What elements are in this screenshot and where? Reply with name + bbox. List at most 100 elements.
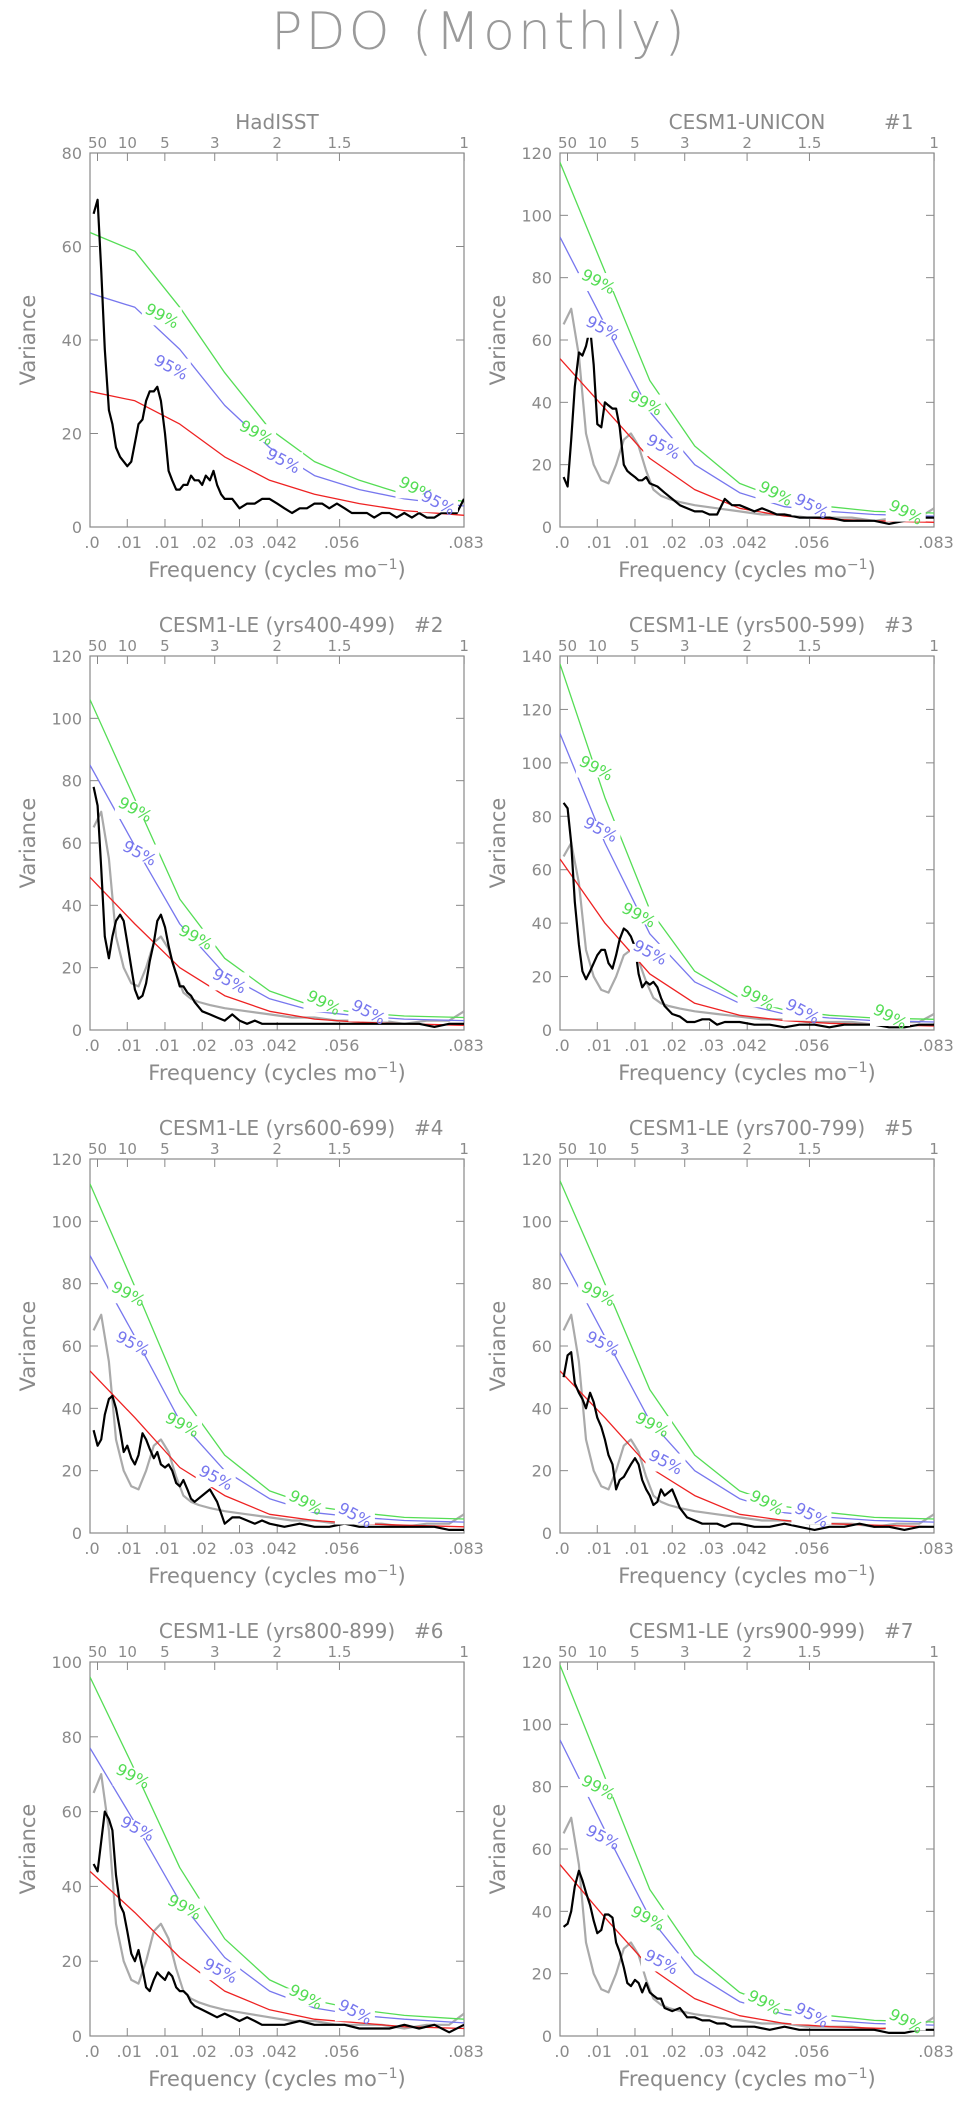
curve-label-bg (263, 452, 304, 471)
curve-label-c99: 99% (756, 477, 796, 510)
page-title: PDO (Monthly) (271, 2, 688, 62)
x-tick-label: .056 (324, 1539, 360, 1558)
curve-label-bg (209, 972, 250, 991)
y-tick-label: 0 (72, 2027, 82, 2046)
x-axis-label-close: ) (398, 2067, 406, 2091)
period-tick-label: 5 (160, 1140, 170, 1158)
curve-label-bg (578, 1778, 619, 1797)
period-tick-label: 2 (742, 637, 752, 655)
curve-label-c95: 95% (583, 312, 623, 345)
x-tick-label: .01 (117, 2042, 142, 2061)
y-tick-label: 40 (62, 896, 82, 915)
plot-frame (89, 152, 465, 528)
series-group (90, 1183, 464, 1532)
x-axis-label-close: ) (868, 1564, 876, 1588)
y-tick-label: 40 (532, 393, 552, 412)
curve-label-bg (885, 2012, 926, 2031)
curve-label-bg (782, 1002, 823, 1021)
x-tick-label: .01 (117, 533, 142, 552)
period-tick-label: 5 (630, 637, 640, 655)
period-tick-label: 3 (210, 134, 220, 152)
x-tick-label: .02 (662, 2042, 687, 2061)
panel-number: #6 (414, 1619, 443, 1643)
x-axis-label-close: ) (398, 1061, 406, 1085)
curve-label-bg (119, 844, 160, 863)
curve-label-bg (348, 1003, 389, 1022)
x-tick-label: .056 (794, 1036, 830, 1055)
x-axis-label-superscript: −1 (377, 2066, 398, 2082)
y-tick-label: 40 (532, 1902, 552, 1921)
series-line-c95 (560, 236, 934, 517)
curve-label-bg (578, 1285, 619, 1304)
curve-label-c99: 99% (162, 1408, 202, 1441)
x-tick-label: .042 (731, 1036, 767, 1055)
y-tick-label: 80 (532, 1778, 552, 1797)
panel-title: CESM1-UNICON (669, 110, 826, 134)
period-tick-label: 50 (88, 1140, 107, 1158)
period-tick-label: 10 (118, 1140, 137, 1158)
y-tick-label: 0 (542, 1524, 552, 1543)
period-tick-label: 1.5 (328, 1643, 352, 1661)
period-tick-label: 1.5 (328, 134, 352, 152)
x-tick-label: .042 (731, 533, 767, 552)
y-tick-label: 0 (542, 518, 552, 537)
curve-label-bg (643, 438, 684, 457)
curve-label-bg (578, 273, 619, 292)
y-tick-label: 60 (532, 861, 552, 880)
series-line-c99 (560, 1180, 934, 1520)
period-tick-label: 5 (160, 1643, 170, 1661)
curve-label-bg (150, 358, 191, 377)
curve-label-bg (582, 1335, 623, 1354)
curve-label-c99: 99% (304, 986, 344, 1019)
period-tick-label: 50 (88, 134, 107, 152)
x-tick-label: .01 (587, 533, 612, 552)
period-tick-label: 2 (272, 1140, 282, 1158)
x-axis-label-close: ) (398, 558, 406, 582)
chart-panel-8: CESM1-LE (yrs900-999) #7 0 20 40 60 80 100 120 .0… (486, 1619, 954, 2091)
series-line-c95 (560, 1739, 934, 2026)
plot-frame (89, 655, 465, 1031)
period-tick-label: 1 (459, 637, 469, 655)
curve-label-c99: 99% (236, 416, 276, 449)
y-axis-label: Variance (16, 798, 40, 889)
period-tick-label: 2 (742, 1643, 752, 1661)
curve-label-c99: 99% (578, 1277, 618, 1310)
series-line-obs (92, 786, 464, 1029)
period-tick-label: 1.5 (798, 1643, 822, 1661)
x-tick-label: .0 (554, 2042, 569, 2061)
chart-panel-6: CESM1-LE (yrs700-799) #5 0 20 40 60 80 100 120 .0… (486, 1116, 954, 1588)
curve-label-bg (334, 2003, 375, 2022)
panel-title: CESM1-LE (yrs500-599) (629, 613, 865, 637)
curve-label-bg (870, 1007, 910, 1026)
x-tick-label: .02 (192, 1539, 217, 1558)
x-tick-label: .056 (794, 2042, 830, 2061)
x-tick-label: .01 (587, 1539, 612, 1558)
series-line-red (90, 876, 464, 1026)
curve-label-bg (195, 1469, 236, 1488)
curve-label-bg (582, 1828, 623, 1847)
series-line-obs (562, 1869, 934, 2035)
series-line-red (90, 1870, 464, 2030)
panel-title: CESM1-LE (yrs600-699) (159, 1116, 395, 1140)
period-tick-label: 3 (680, 134, 690, 152)
curve-label-bg (162, 1416, 203, 1435)
y-tick-label: 100 (51, 1212, 82, 1231)
series-line-c95 (560, 1252, 934, 1523)
y-tick-label: 100 (521, 1715, 552, 1734)
curve-label-bg (285, 1494, 326, 1513)
panel-title: CESM1-LE (yrs700-799) (629, 1116, 865, 1140)
x-tick-label: .042 (261, 2042, 297, 2061)
panel-title: HadISST (235, 110, 319, 134)
x-tick-label: .083 (448, 2042, 484, 2061)
x-tick-label: .056 (324, 533, 360, 552)
period-tick-label: 3 (680, 1643, 690, 1661)
y-tick-label: 0 (542, 1021, 552, 1040)
series-line-red (560, 358, 934, 523)
x-axis-label-close: ) (868, 2067, 876, 2091)
curve-label-bg (575, 759, 616, 778)
series-line-c99 (90, 699, 464, 1019)
period-tick-label: 1 (929, 1140, 939, 1158)
period-tick-label: 2 (742, 134, 752, 152)
y-tick-label: 80 (532, 269, 552, 288)
